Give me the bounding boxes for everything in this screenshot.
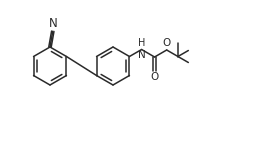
Text: H: H: [138, 38, 145, 48]
Text: O: O: [162, 38, 171, 49]
Text: O: O: [151, 72, 159, 82]
Text: N: N: [138, 50, 145, 60]
Text: N: N: [48, 17, 57, 30]
